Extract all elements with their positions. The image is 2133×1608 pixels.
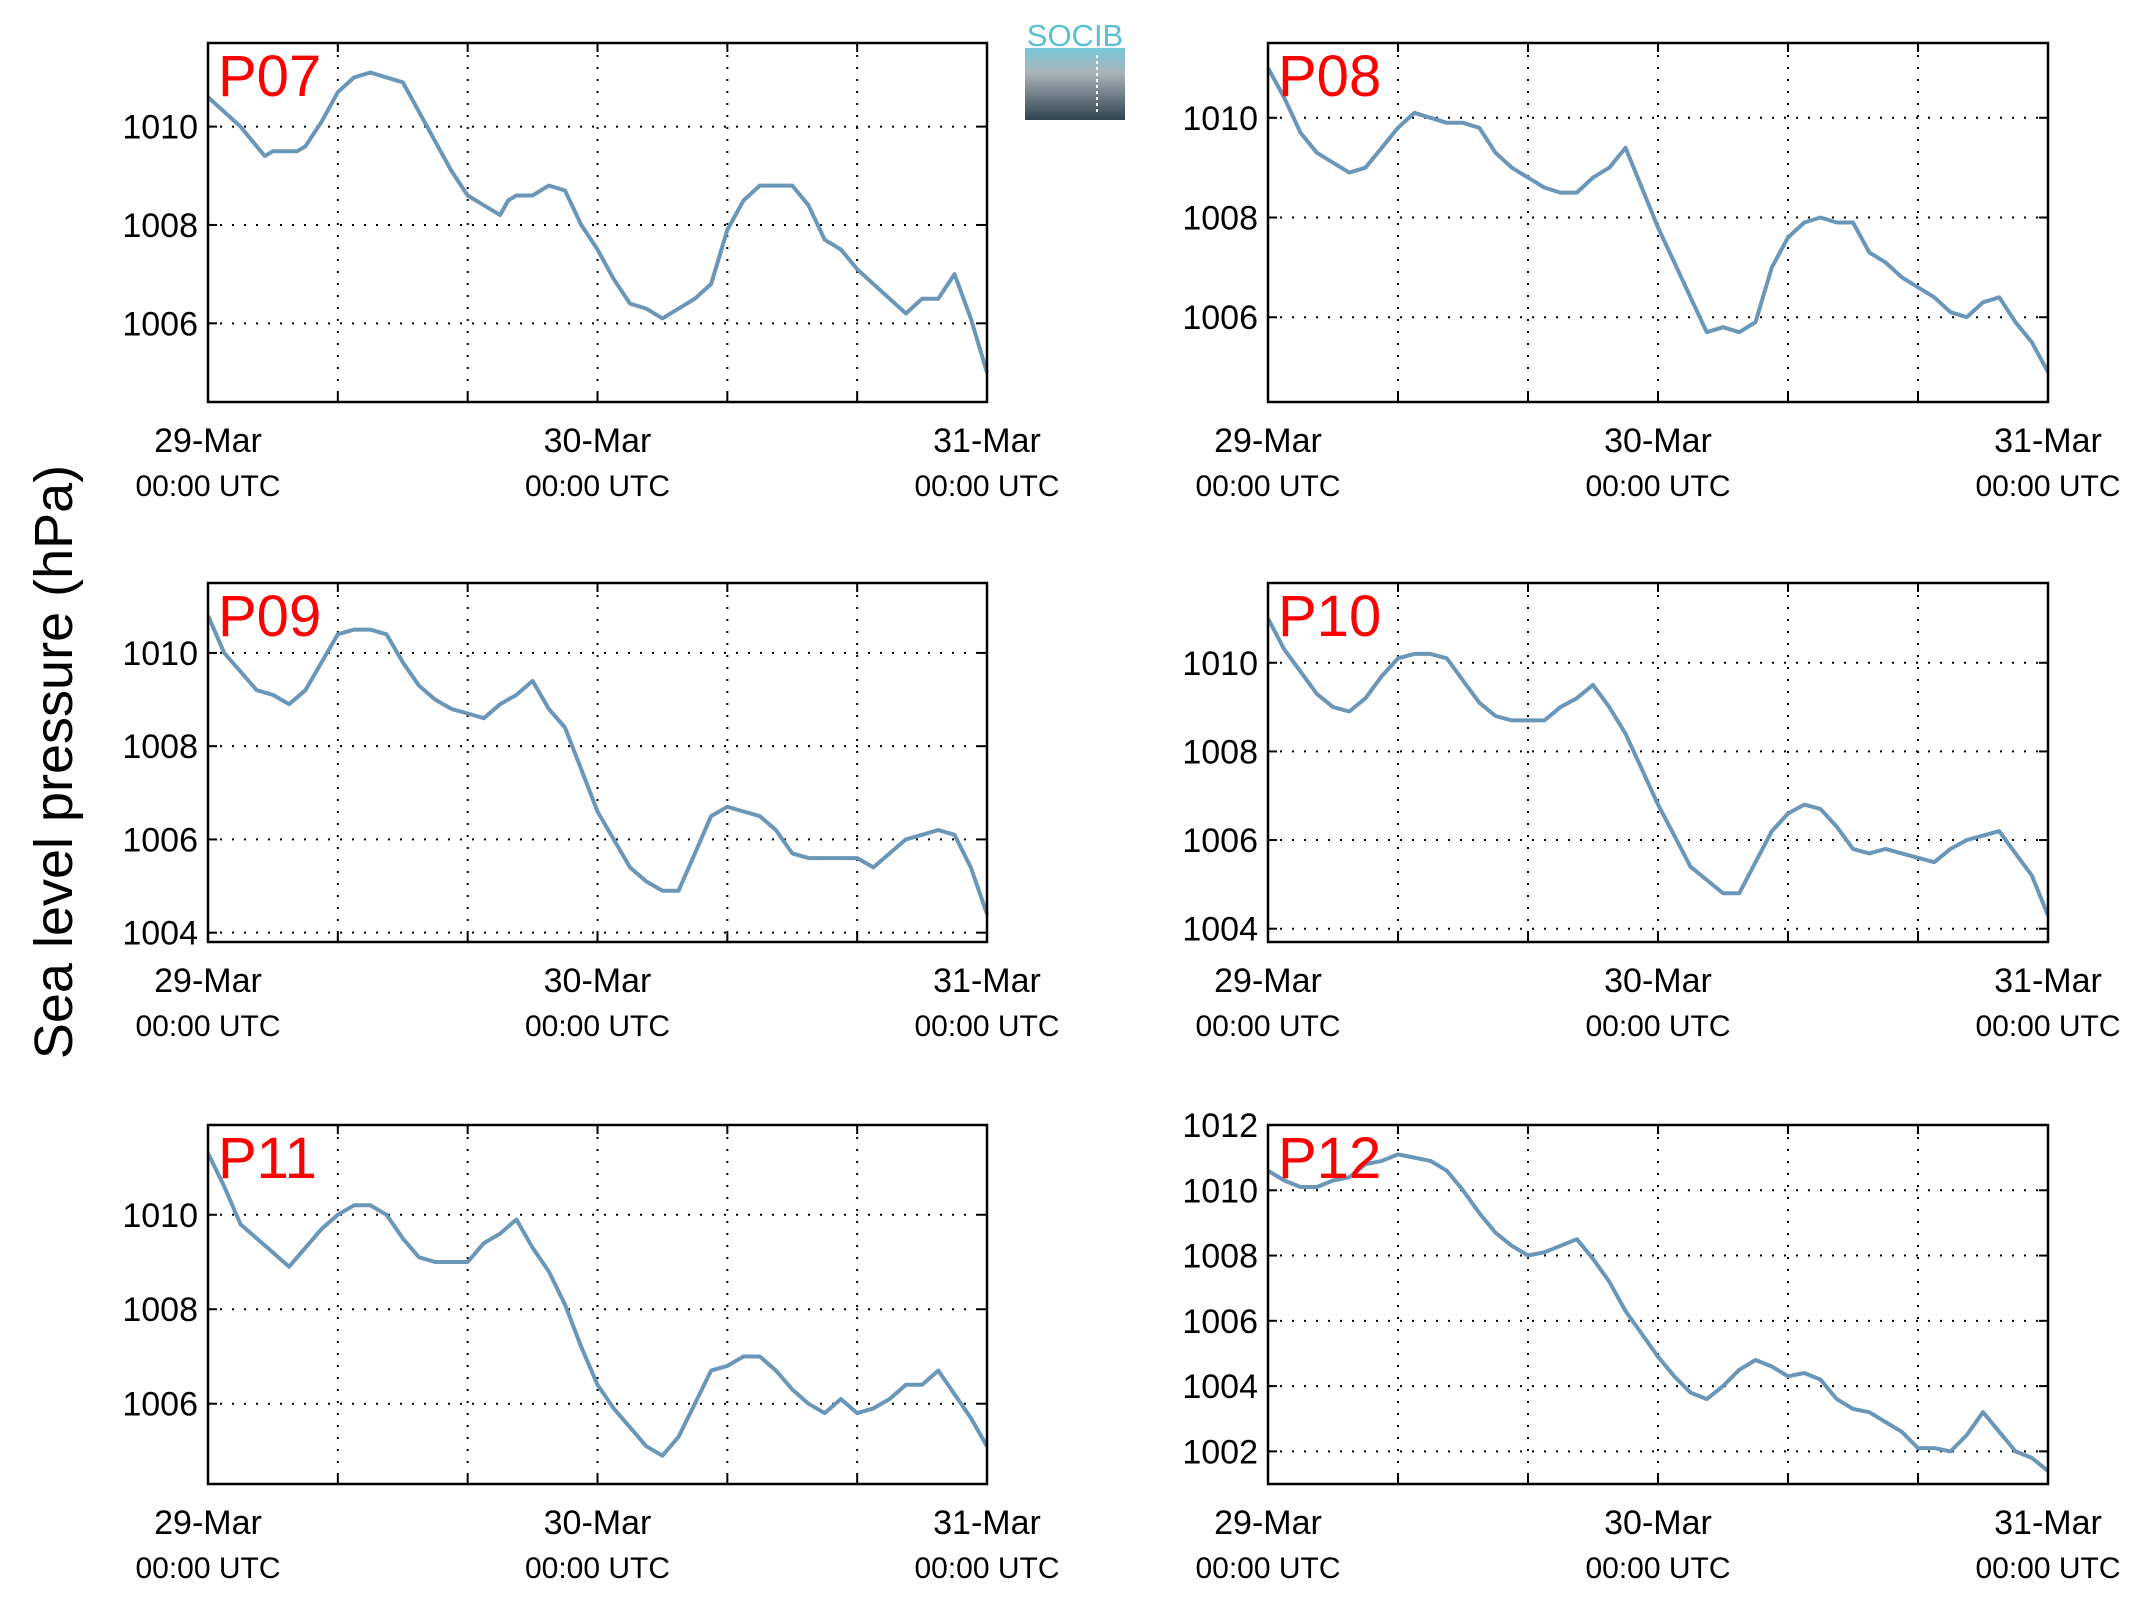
y-tick-label: 1004: [122, 915, 198, 953]
x-tick-label-time: 00:00 UTC: [1195, 470, 1340, 503]
x-tick-label-time: 00:00 UTC: [135, 1010, 280, 1043]
x-tick-label-day: 31-Mar: [1994, 1504, 2102, 1542]
x-tick-label-day: 30-Mar: [544, 422, 652, 460]
x-tick-label-day: 31-Mar: [933, 1504, 1041, 1542]
y-tick-label: 1010: [122, 635, 198, 673]
y-tick-label: 1012: [1182, 1107, 1258, 1145]
y-tick-label: 1008: [122, 1291, 198, 1329]
x-tick-label-day: 31-Mar: [1994, 422, 2102, 460]
x-tick-label-time: 00:00 UTC: [914, 470, 1059, 503]
x-tick-label-time: 00:00 UTC: [135, 1552, 280, 1585]
panel-p10: 1004 1006 1008 1010 29-Mar 00:00 UTC 30-Mar 00:…: [1182, 581, 2121, 1043]
x-tick-label-day: 30-Mar: [544, 962, 652, 1000]
y-tick-label: 1006: [122, 821, 198, 859]
x-tick-label-day: 29-Mar: [1214, 962, 1322, 1000]
x-tick-label-day: 29-Mar: [1214, 422, 1322, 460]
axes-frame: [1266, 581, 2050, 944]
y-tick-label: 1002: [1182, 1433, 1258, 1471]
y-tick-label: 1010: [122, 1197, 198, 1235]
axes-frame: [206, 1123, 989, 1486]
x-tick-label-time: 00:00 UTC: [914, 1552, 1059, 1585]
x-tick-label-day: 29-Mar: [154, 422, 262, 460]
x-tick-label-time: 00:00 UTC: [1195, 1010, 1340, 1043]
panels: 1006 1008 1010 29-Mar 00:00 UTC 30-Mar 00:00 U…: [122, 41, 2121, 1585]
x-tick-label-day: 29-Mar: [1214, 1504, 1322, 1542]
y-tick-label: 1010: [1182, 1172, 1258, 1210]
y-tick-label: 1010: [122, 109, 198, 147]
panel-p09: 1004 1006 1008 1010 29-Mar 00:00 UTC 30-Mar 00:…: [122, 581, 1060, 1043]
y-tick-label: 1010: [1182, 645, 1258, 683]
y-tick-label: 1004: [1182, 911, 1258, 949]
y-tick-label: 1006: [1182, 1303, 1258, 1341]
panel-p12: 1002 1004 1006 1008 1010 1012 29-Mar 00:00 UTC 3…: [1182, 1107, 2120, 1585]
y-tick-label: 1006: [122, 1386, 198, 1424]
panel-label: P09: [218, 584, 321, 649]
socib-logo: SOCIB: [1025, 18, 1125, 120]
x-tick-label-time: 00:00 UTC: [914, 1010, 1059, 1043]
x-tick-label-time: 00:00 UTC: [1585, 1552, 1730, 1585]
x-tick-label-time: 00:00 UTC: [1975, 470, 2120, 503]
series-line-p09: [206, 614, 989, 915]
x-tick-label-day: 31-Mar: [933, 422, 1041, 460]
x-tick-label-day: 29-Mar: [154, 1504, 262, 1542]
series-line-p12: [1266, 1152, 2050, 1473]
y-tick-label: 1008: [122, 207, 198, 245]
x-tick-label-time: 00:00 UTC: [525, 470, 670, 503]
axes-frame: [1266, 41, 2050, 404]
x-tick-label-time: 00:00 UTC: [1585, 470, 1730, 503]
y-tick-label: 1008: [1182, 733, 1258, 771]
y-tick-label: 1008: [1182, 200, 1258, 238]
x-tick-label-time: 00:00 UTC: [525, 1010, 670, 1043]
x-tick-label-day: 31-Mar: [933, 962, 1041, 1000]
panel-label: P10: [1278, 584, 1381, 649]
panel-p11: 1006 1008 1010 29-Mar 00:00 UTC 30-Mar 00:00 U…: [122, 1123, 1060, 1585]
y-tick-label: 1008: [1182, 1238, 1258, 1276]
x-tick-label-day: 30-Mar: [1604, 1504, 1712, 1542]
x-tick-label-time: 00:00 UTC: [1975, 1010, 2120, 1043]
socib-logo-text: SOCIB: [1027, 18, 1123, 53]
y-tick-label: 1006: [1182, 299, 1258, 337]
panel-label: P11: [218, 1126, 317, 1191]
series-line-p10: [1266, 617, 2050, 917]
panel-p07: 1006 1008 1010 29-Mar 00:00 UTC 30-Mar 00:00 U…: [122, 41, 1060, 503]
x-tick-label-day: 30-Mar: [1604, 422, 1712, 460]
x-tick-label-time: 00:00 UTC: [525, 1552, 670, 1585]
y-tick-label: 1004: [1182, 1368, 1258, 1406]
y-tick-label: 1006: [122, 305, 198, 343]
x-tick-label-day: 31-Mar: [1994, 962, 2102, 1000]
panel-label: P12: [1278, 1126, 1381, 1191]
x-tick-label-time: 00:00 UTC: [1195, 1552, 1340, 1585]
y-axis-label: Sea level pressure (hPa): [24, 465, 84, 1059]
series-line-p07: [206, 70, 989, 374]
axes-frame: [1266, 1123, 2050, 1486]
series-line-p08: [1266, 66, 2050, 374]
axes-frame: [206, 581, 989, 944]
panel-p08: 1006 1008 1010 29-Mar 00:00 UTC 30-Mar 00:00 U…: [1182, 41, 2121, 503]
x-tick-label-day: 30-Mar: [544, 1504, 652, 1542]
x-tick-label-time: 00:00 UTC: [1975, 1552, 2120, 1585]
y-tick-label: 1008: [122, 728, 198, 766]
panel-label: P07: [218, 44, 321, 109]
x-tick-label-day: 30-Mar: [1604, 962, 1712, 1000]
x-tick-label-time: 00:00 UTC: [135, 470, 280, 503]
y-tick-label: 1006: [1182, 822, 1258, 860]
axes-frame: [206, 41, 989, 404]
x-tick-label-day: 29-Mar: [154, 962, 262, 1000]
x-tick-label-time: 00:00 UTC: [1585, 1010, 1730, 1043]
panel-label: P08: [1278, 44, 1381, 109]
y-tick-label: 1010: [1182, 100, 1258, 138]
series-line-p11: [206, 1152, 989, 1458]
